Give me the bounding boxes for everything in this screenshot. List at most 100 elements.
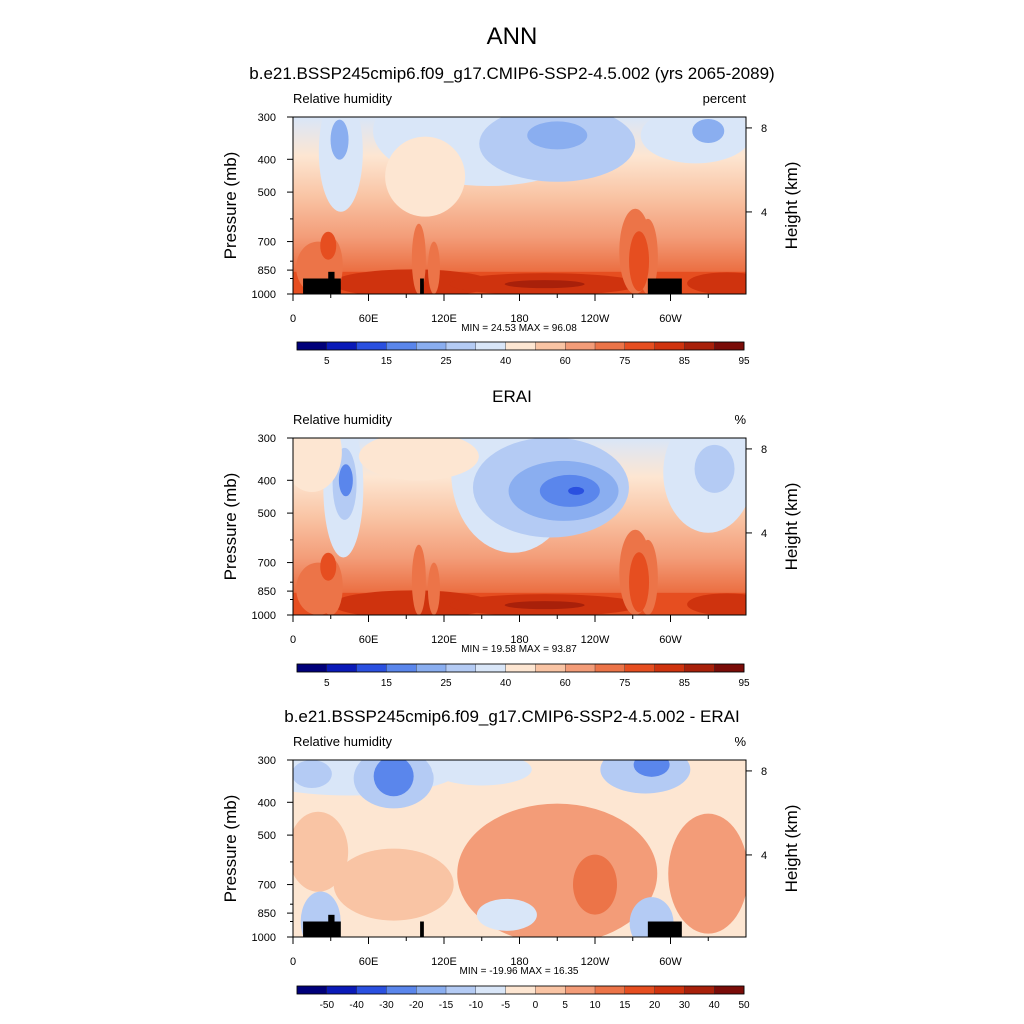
colorbar-label: -50 bbox=[320, 1000, 335, 1011]
x-tick-label: 180 bbox=[510, 956, 528, 968]
colorbar-swatch bbox=[445, 341, 477, 351]
main-title: ANN bbox=[487, 23, 538, 50]
colorbar-label: 95 bbox=[738, 678, 750, 689]
colorbar-label: 10 bbox=[589, 1000, 601, 1011]
colorbar-frame bbox=[296, 985, 745, 995]
y2-tick-label: 8 bbox=[761, 444, 767, 456]
contour-blob bbox=[687, 593, 746, 615]
min-max-stats: MIN = -19.96 MAX = 16.35 bbox=[460, 966, 579, 977]
contour-blob bbox=[568, 486, 585, 495]
y-tick-label: 850 bbox=[258, 586, 276, 598]
colorbar-swatch bbox=[565, 985, 596, 995]
contour-blob bbox=[320, 231, 337, 260]
x-tick-label: 0 bbox=[290, 634, 296, 646]
y-tick-label: 1000 bbox=[252, 289, 276, 301]
y-axis-label: Pressure (mb) bbox=[221, 795, 240, 903]
colorbar-swatch bbox=[654, 341, 685, 351]
topography-block bbox=[647, 921, 682, 937]
y2-tick-label: 4 bbox=[761, 528, 767, 540]
y-tick-label: 500 bbox=[258, 830, 276, 842]
x-tick-label: 120E bbox=[431, 956, 457, 968]
colorbar-label: 85 bbox=[679, 356, 691, 367]
contour-blob bbox=[318, 117, 363, 212]
contour-blob bbox=[385, 136, 466, 217]
colorbar-label: -15 bbox=[439, 1000, 454, 1011]
contour-blob bbox=[527, 121, 588, 150]
colorbar-label: -10 bbox=[469, 1000, 484, 1011]
colorbar-label: 60 bbox=[560, 356, 572, 367]
topography-block bbox=[420, 278, 424, 294]
colorbar-swatch bbox=[535, 985, 566, 995]
colorbar-swatch bbox=[594, 341, 626, 351]
units-label: percent bbox=[703, 91, 747, 106]
colorbar-swatch bbox=[684, 985, 715, 995]
x-tick-label: 180 bbox=[510, 634, 528, 646]
contour-blob bbox=[293, 760, 332, 789]
contour-blob bbox=[358, 438, 479, 481]
contour-blob bbox=[333, 848, 454, 921]
x-tick-label: 60E bbox=[359, 956, 379, 968]
contour-blob bbox=[373, 760, 414, 797]
contour-blob bbox=[687, 272, 746, 294]
y2-tick-label: 4 bbox=[761, 207, 767, 219]
panel-title: b.e21.BSSP245cmip6.f09_g17.CMIP6-SSP2-4.… bbox=[249, 64, 774, 83]
y-tick-label: 700 bbox=[258, 880, 276, 892]
colorbar-swatch bbox=[684, 663, 715, 673]
colorbar-swatch bbox=[296, 985, 328, 995]
colorbar-swatch bbox=[416, 985, 447, 995]
contour-blob bbox=[332, 269, 493, 294]
colorbar-label: 75 bbox=[619, 678, 631, 689]
colorbar-swatch bbox=[416, 341, 447, 351]
colorbar-label: 40 bbox=[500, 678, 512, 689]
colorbar-label: -5 bbox=[501, 1000, 510, 1011]
colorbar-label: 30 bbox=[679, 1000, 691, 1011]
colorbar-swatch bbox=[475, 985, 507, 995]
colorbar-swatch bbox=[326, 985, 358, 995]
colorbar-label: 5 bbox=[562, 1000, 568, 1011]
contour-blob bbox=[476, 898, 537, 931]
colorbar-swatch bbox=[356, 663, 387, 673]
colorbar-swatch bbox=[386, 663, 417, 673]
x-tick-label: 0 bbox=[290, 313, 296, 325]
colorbar-label: 15 bbox=[381, 356, 393, 367]
x-tick-label: 180 bbox=[510, 313, 528, 325]
y-axis-label: Pressure (mb) bbox=[221, 152, 240, 260]
min-max-stats: MIN = 24.53 MAX = 96.08 bbox=[461, 323, 577, 334]
units-label: % bbox=[734, 412, 746, 427]
contour-blob bbox=[633, 760, 670, 777]
x-tick-label: 60W bbox=[659, 634, 682, 646]
topography-block bbox=[328, 271, 335, 294]
contour-blob bbox=[668, 813, 746, 934]
convection-column bbox=[411, 544, 426, 615]
units-label: % bbox=[734, 734, 746, 749]
y-tick-label: 400 bbox=[258, 475, 276, 487]
colorbar-frame bbox=[296, 341, 745, 351]
colorbar-label: 5 bbox=[324, 356, 330, 367]
contour-blob bbox=[293, 811, 349, 892]
topography-block bbox=[303, 278, 341, 294]
colorbar-swatch bbox=[714, 985, 745, 995]
contour-blob bbox=[431, 760, 532, 786]
contour-field bbox=[293, 438, 746, 615]
colorbar-label: 60 bbox=[560, 678, 572, 689]
colorbar-swatch bbox=[654, 985, 685, 995]
y-tick-label: 400 bbox=[258, 154, 276, 166]
panel-title: b.e21.BSSP245cmip6.f09_g17.CMIP6-SSP2-4.… bbox=[284, 707, 739, 726]
colorbar-swatch bbox=[416, 663, 447, 673]
colorbar-label: 50 bbox=[738, 1000, 750, 1011]
variable-label: Relative humidity bbox=[293, 91, 392, 106]
colorbar-label: 0 bbox=[533, 1000, 539, 1011]
x-tick-label: 60W bbox=[659, 313, 682, 325]
y-tick-label: 700 bbox=[258, 237, 276, 249]
colorbar-swatch bbox=[565, 341, 596, 351]
convection-column bbox=[427, 562, 440, 615]
colorbar-swatch bbox=[594, 663, 626, 673]
colorbar: 5 15 25 40 60 75 85 95 bbox=[296, 663, 750, 689]
topography-block bbox=[303, 921, 341, 937]
colorbar-label: 40 bbox=[500, 356, 512, 367]
colorbar-swatch bbox=[624, 985, 656, 995]
y2-axis-label: Height (km) bbox=[782, 483, 801, 571]
x-tick-label: 120W bbox=[581, 313, 610, 325]
